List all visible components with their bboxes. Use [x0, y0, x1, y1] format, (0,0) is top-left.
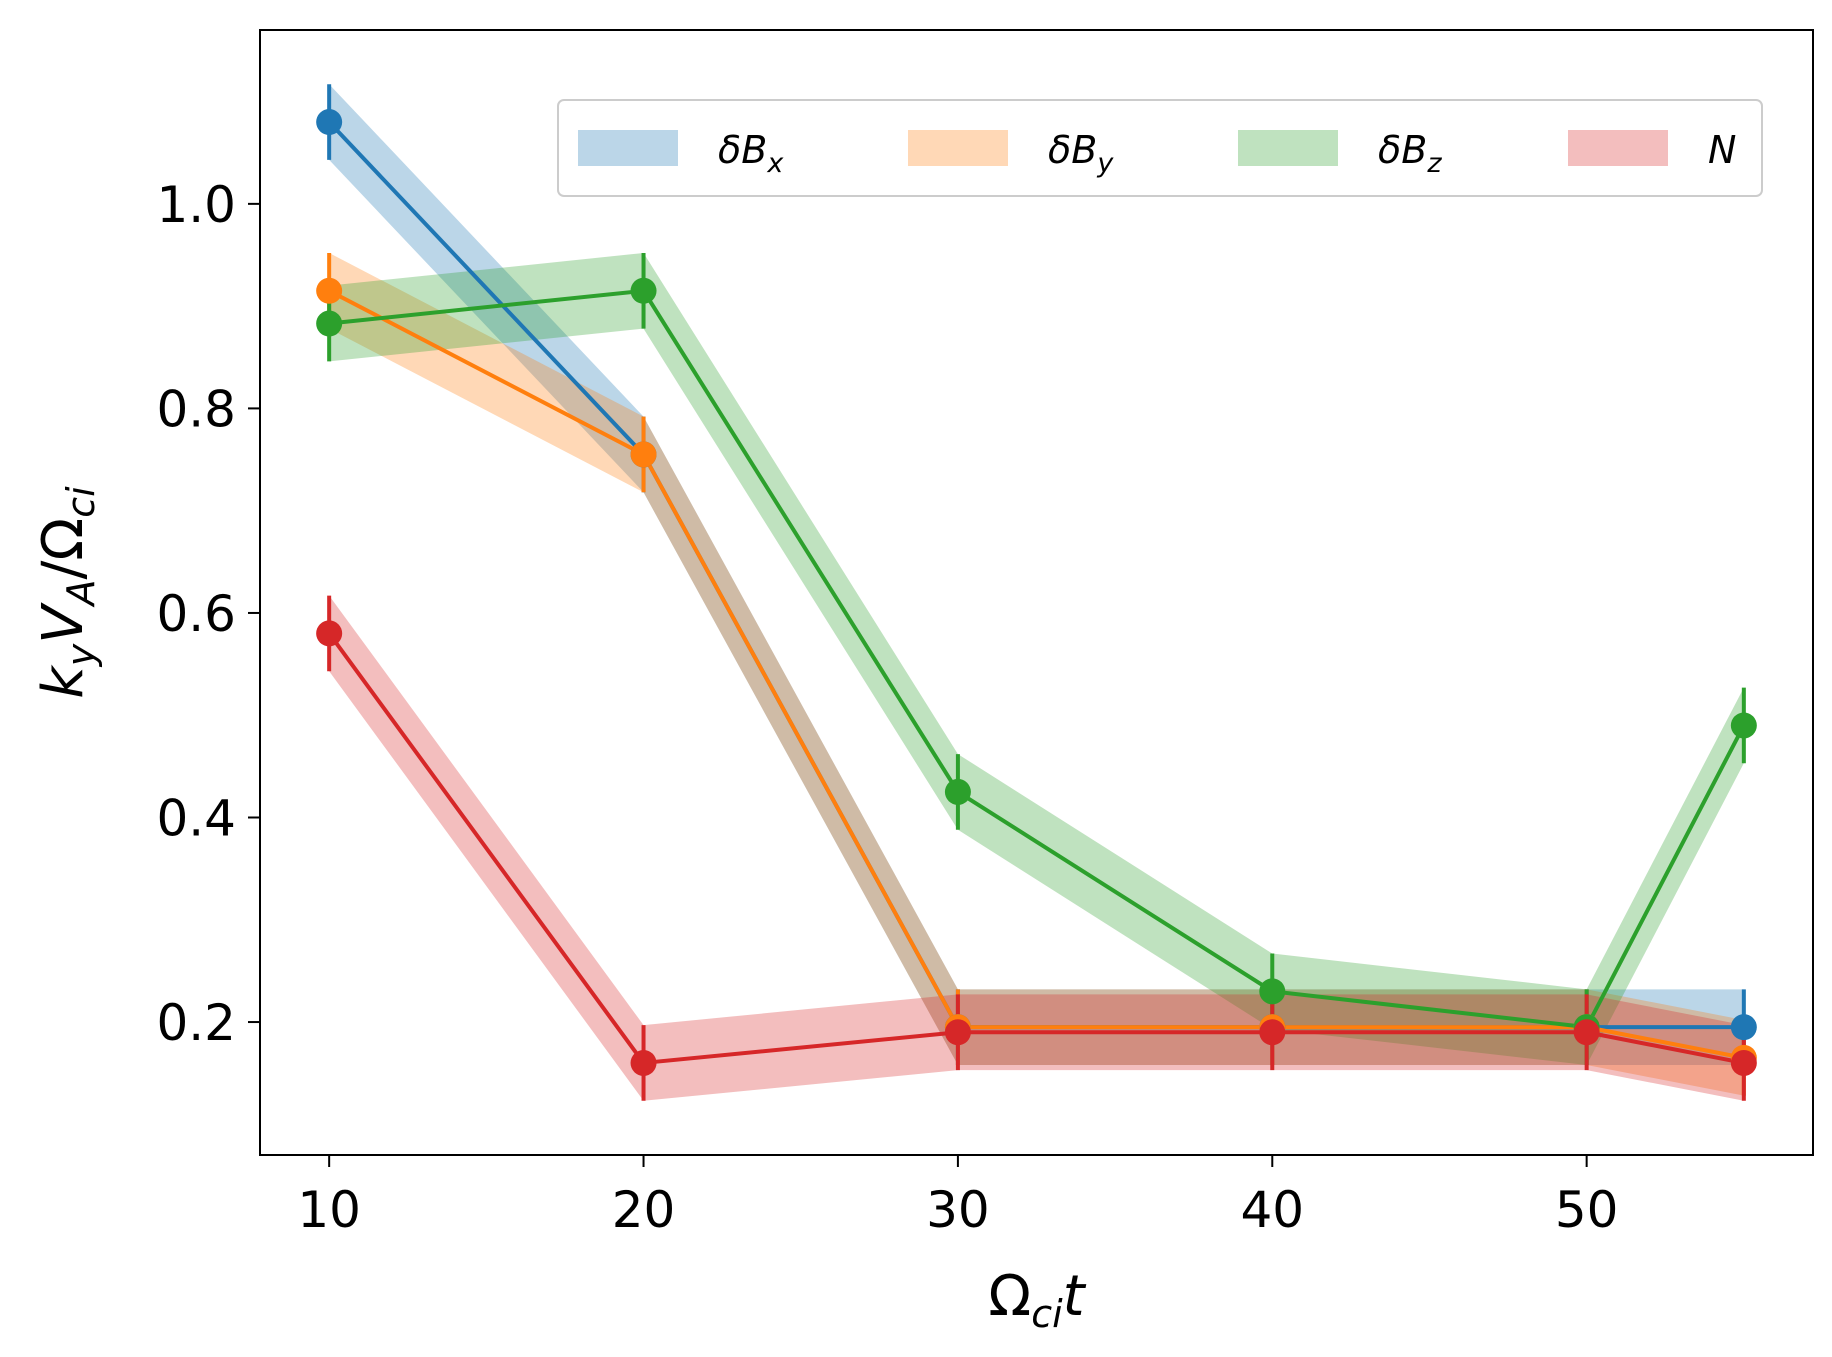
marker-series-0-point-5: [1730, 1014, 1757, 1041]
legend-swatch-2: [1238, 130, 1338, 166]
legend: δBx δBy δBz N: [557, 99, 1763, 197]
legend-swatch-1: [908, 130, 1008, 166]
y-tick-label-2: 0.6: [156, 585, 236, 643]
legend-swatch-3: [1568, 130, 1668, 166]
marker-series-2-point-2: [944, 778, 971, 805]
line-series-3: [327, 632, 1745, 1066]
marker-series-1-point-0: [316, 277, 343, 304]
marker-series-3-point-3: [1259, 1019, 1286, 1046]
marker-series-3-point-0: [316, 620, 343, 647]
marker-series-1-point-1: [630, 441, 657, 468]
band-series-2: [329, 252, 1744, 1066]
series-lines: [327, 120, 1746, 1066]
error-bands: [329, 84, 1744, 1101]
y-tick-label-3: 0.8: [156, 380, 236, 438]
marker-series-3-point-4: [1573, 1019, 1600, 1046]
band-series-3: [329, 595, 1744, 1101]
legend-label-0: δBx: [718, 128, 784, 179]
y-tick-label-0: 0.2: [156, 994, 236, 1052]
marker-series-2-point-1: [630, 277, 657, 304]
marker-series-2-point-0: [316, 310, 343, 337]
legend-label-2: δBz: [1378, 128, 1442, 179]
x-tick-label-2: 30: [926, 1181, 990, 1239]
data-markers: [316, 109, 1757, 1076]
y-axis-label: kyVA/Ωci: [31, 486, 103, 699]
legend-box: [557, 99, 1763, 197]
plot-frame: [259, 29, 1814, 1156]
x-tick-label-1: 20: [612, 1181, 676, 1239]
legend-swatch-0: [578, 130, 678, 166]
legend-item-0: δBx: [578, 128, 784, 179]
x-tick-label-0: 10: [297, 1181, 361, 1239]
legend-item-2: δBz: [1238, 128, 1442, 179]
legend-item-3: N: [1568, 128, 1736, 172]
x-axis-ticks: 10 20 30 40 50: [297, 1155, 1618, 1239]
x-axis-label: Ωcit: [988, 1264, 1086, 1336]
marker-series-3-point-5: [1730, 1049, 1757, 1076]
marker-series-3-point-2: [944, 1019, 971, 1046]
y-tick-label-1: 0.4: [156, 790, 236, 848]
marker-series-3-point-1: [630, 1049, 657, 1076]
legend-label-3: N: [1708, 128, 1736, 172]
x-tick-label-4: 50: [1555, 1181, 1619, 1239]
marker-series-2-point-3: [1259, 978, 1286, 1005]
x-tick-label-3: 40: [1240, 1181, 1304, 1239]
legend-label-1: δBy: [1048, 128, 1114, 179]
line-series-1: [328, 289, 1745, 1060]
band-series-1: [329, 252, 1744, 1096]
legend-item-1: δBy: [908, 128, 1114, 179]
marker-series-0-point-0: [316, 109, 343, 136]
y-axis-ticks: 0.2 0.4 0.6 0.8 1.0: [156, 176, 260, 1052]
line-series-2: [328, 288, 1746, 1030]
y-tick-label-4: 1.0: [156, 176, 236, 234]
marker-series-2-point-5: [1730, 712, 1757, 739]
